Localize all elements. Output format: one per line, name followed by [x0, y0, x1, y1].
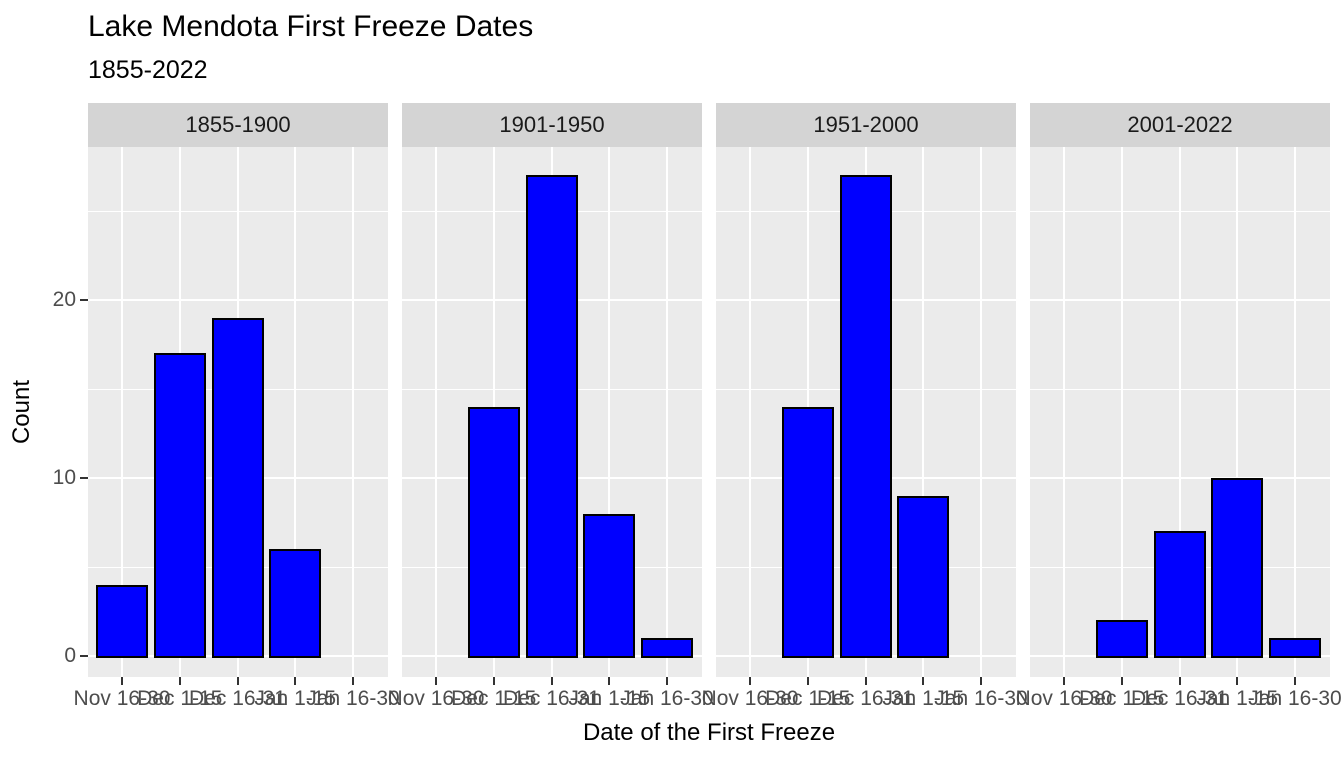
bar-Dec 16-31	[211, 317, 264, 658]
y-axis-tick-label: 20	[52, 288, 76, 312]
x-axis-tick-label: Dec 1-15	[1079, 687, 1165, 710]
x-axis-tick	[608, 677, 611, 685]
gridline-major-v	[352, 147, 354, 677]
x-axis-tick	[178, 677, 181, 685]
x-axis-tick-label: Jan 1-15	[568, 687, 651, 710]
x-axis-tick	[1063, 677, 1065, 685]
facet-strip-label: 1901-1950	[499, 112, 605, 137]
gridline-major-v	[1120, 147, 1123, 677]
y-axis-tick	[80, 299, 88, 302]
x-axis-tick-label: Nov 16-30	[701, 687, 799, 710]
gridline-major-v	[1236, 147, 1239, 677]
facet-panel	[402, 147, 702, 677]
facet-strip-label: 2001-2022	[1127, 112, 1233, 137]
gridline-major-v	[1294, 147, 1296, 677]
x-axis-tick-label: Nov 16-30	[1015, 687, 1113, 710]
bar-Jan 1-15	[583, 513, 636, 658]
plot-title: Lake Mendota First Freeze Dates	[88, 10, 534, 43]
gridline-major-v	[435, 147, 437, 677]
bar-Jan 1-15	[1211, 478, 1264, 658]
x-axis-tick	[1236, 677, 1239, 685]
x-axis-tick-label: Jan 16-30	[1248, 687, 1342, 710]
gridline-major-v	[980, 147, 982, 677]
x-axis-tick-label: Jan 16-30	[620, 687, 714, 710]
x-axis-tick-label: Nov 16-30	[73, 687, 171, 710]
bar-Dec 1-15	[781, 406, 834, 658]
x-axis-tick-label: Dec 1-15	[765, 687, 851, 710]
x-axis-tick	[1294, 677, 1296, 685]
bar-Dec 16-31	[839, 175, 892, 658]
x-axis-tick	[236, 677, 239, 685]
x-axis-tick-label: Jan 16-30	[934, 687, 1028, 710]
x-axis-tick-label: Dec 1-15	[451, 687, 537, 710]
y-axis-tick-label: 10	[52, 466, 76, 490]
x-axis-tick	[492, 677, 495, 685]
x-axis-tick	[922, 677, 925, 685]
facet-strip: 1951-2000	[716, 103, 1016, 147]
x-axis-tick	[749, 677, 751, 685]
gridline-major-v	[608, 147, 611, 677]
bar-Nov 16-30	[96, 584, 148, 658]
x-axis-tick	[980, 677, 982, 685]
facet-1901-1950: 1901-1950 Nov 16-30 Dec 1-15 Dec 16-31 Jan 1…	[388, 103, 714, 747]
x-axis-tick	[864, 677, 867, 685]
facet-2001-2022: 2001-2022 Nov 16-30 Dec 1-15 Dec 16-31 Jan 1…	[1016, 103, 1342, 747]
bar-Dec 1-15	[467, 406, 520, 658]
x-axis-tick	[121, 677, 123, 685]
y-axis-tick	[80, 654, 88, 657]
x-axis-tick	[806, 677, 809, 685]
facet-strip-label: 1951-2000	[813, 112, 919, 137]
bar-Dec 16-31	[525, 175, 578, 658]
y-axis-title: Count	[8, 379, 35, 445]
x-axis-tick-label: Dec 16-31	[1131, 687, 1228, 710]
gridline-major-v	[1063, 147, 1065, 677]
facet-panel	[716, 147, 1016, 677]
facet-strip: 2001-2022	[1030, 103, 1330, 147]
gridline-major-v	[1178, 147, 1181, 677]
x-axis-tick-label: Jan 1-15	[254, 687, 337, 710]
gridline-major-v	[666, 147, 668, 677]
x-axis-tick	[1120, 677, 1123, 685]
facet-1951-2000: 1951-2000 Nov 16-30 Dec 1-15 Dec 16-31 Jan 1…	[702, 103, 1028, 747]
facet-strip: 1901-1950	[402, 103, 702, 147]
bar-Jan 16-30	[1269, 638, 1321, 658]
x-axis-tick	[352, 677, 354, 685]
x-axis-title: Date of the First Freeze	[582, 719, 836, 746]
facet-strip: 1855-1900	[88, 103, 388, 147]
x-axis-tick	[435, 677, 437, 685]
facet-panel	[88, 147, 388, 677]
x-axis-tick-label: Jan 1-15	[1196, 687, 1279, 710]
x-axis-tick-label: Dec 16-31	[817, 687, 914, 710]
gridline-major-v	[749, 147, 751, 677]
x-axis-tick-label: Jan 16-30	[306, 687, 400, 710]
bar-Jan 1-15	[897, 495, 950, 658]
x-axis-tick-label: Jan 1-15	[882, 687, 965, 710]
bar-Dec 1-15	[153, 353, 206, 658]
gridline-major-v	[294, 147, 297, 677]
plot-subtitle: 1855-2022	[88, 56, 208, 84]
bar-Jan 1-15	[269, 549, 322, 658]
facet-panel	[1030, 147, 1330, 677]
y-axis-tick	[80, 477, 88, 480]
gridline-major-v	[922, 147, 925, 677]
x-axis-tick-label: Dec 16-31	[189, 687, 286, 710]
x-axis-tick-label: Dec 1-15	[137, 687, 223, 710]
x-axis-tick	[294, 677, 297, 685]
bar-Dec 1-15	[1095, 620, 1148, 658]
facet-1855-1900: 1855-1900 Nov 16-30 Dec 1-15 Dec 16-31 Jan 1…	[74, 103, 400, 747]
x-axis-tick-label: Nov 16-30	[387, 687, 485, 710]
bar-Jan 16-30	[641, 638, 693, 658]
x-axis-tick	[550, 677, 553, 685]
x-axis-tick-label: Dec 16-31	[503, 687, 600, 710]
y-axis-tick-label: 0	[64, 643, 76, 667]
x-axis-tick	[1178, 677, 1181, 685]
x-axis-tick	[666, 677, 668, 685]
bar-Dec 16-31	[1153, 531, 1206, 658]
gridline-major-v	[121, 147, 123, 677]
facet-strip-label: 1855-1900	[185, 112, 291, 137]
